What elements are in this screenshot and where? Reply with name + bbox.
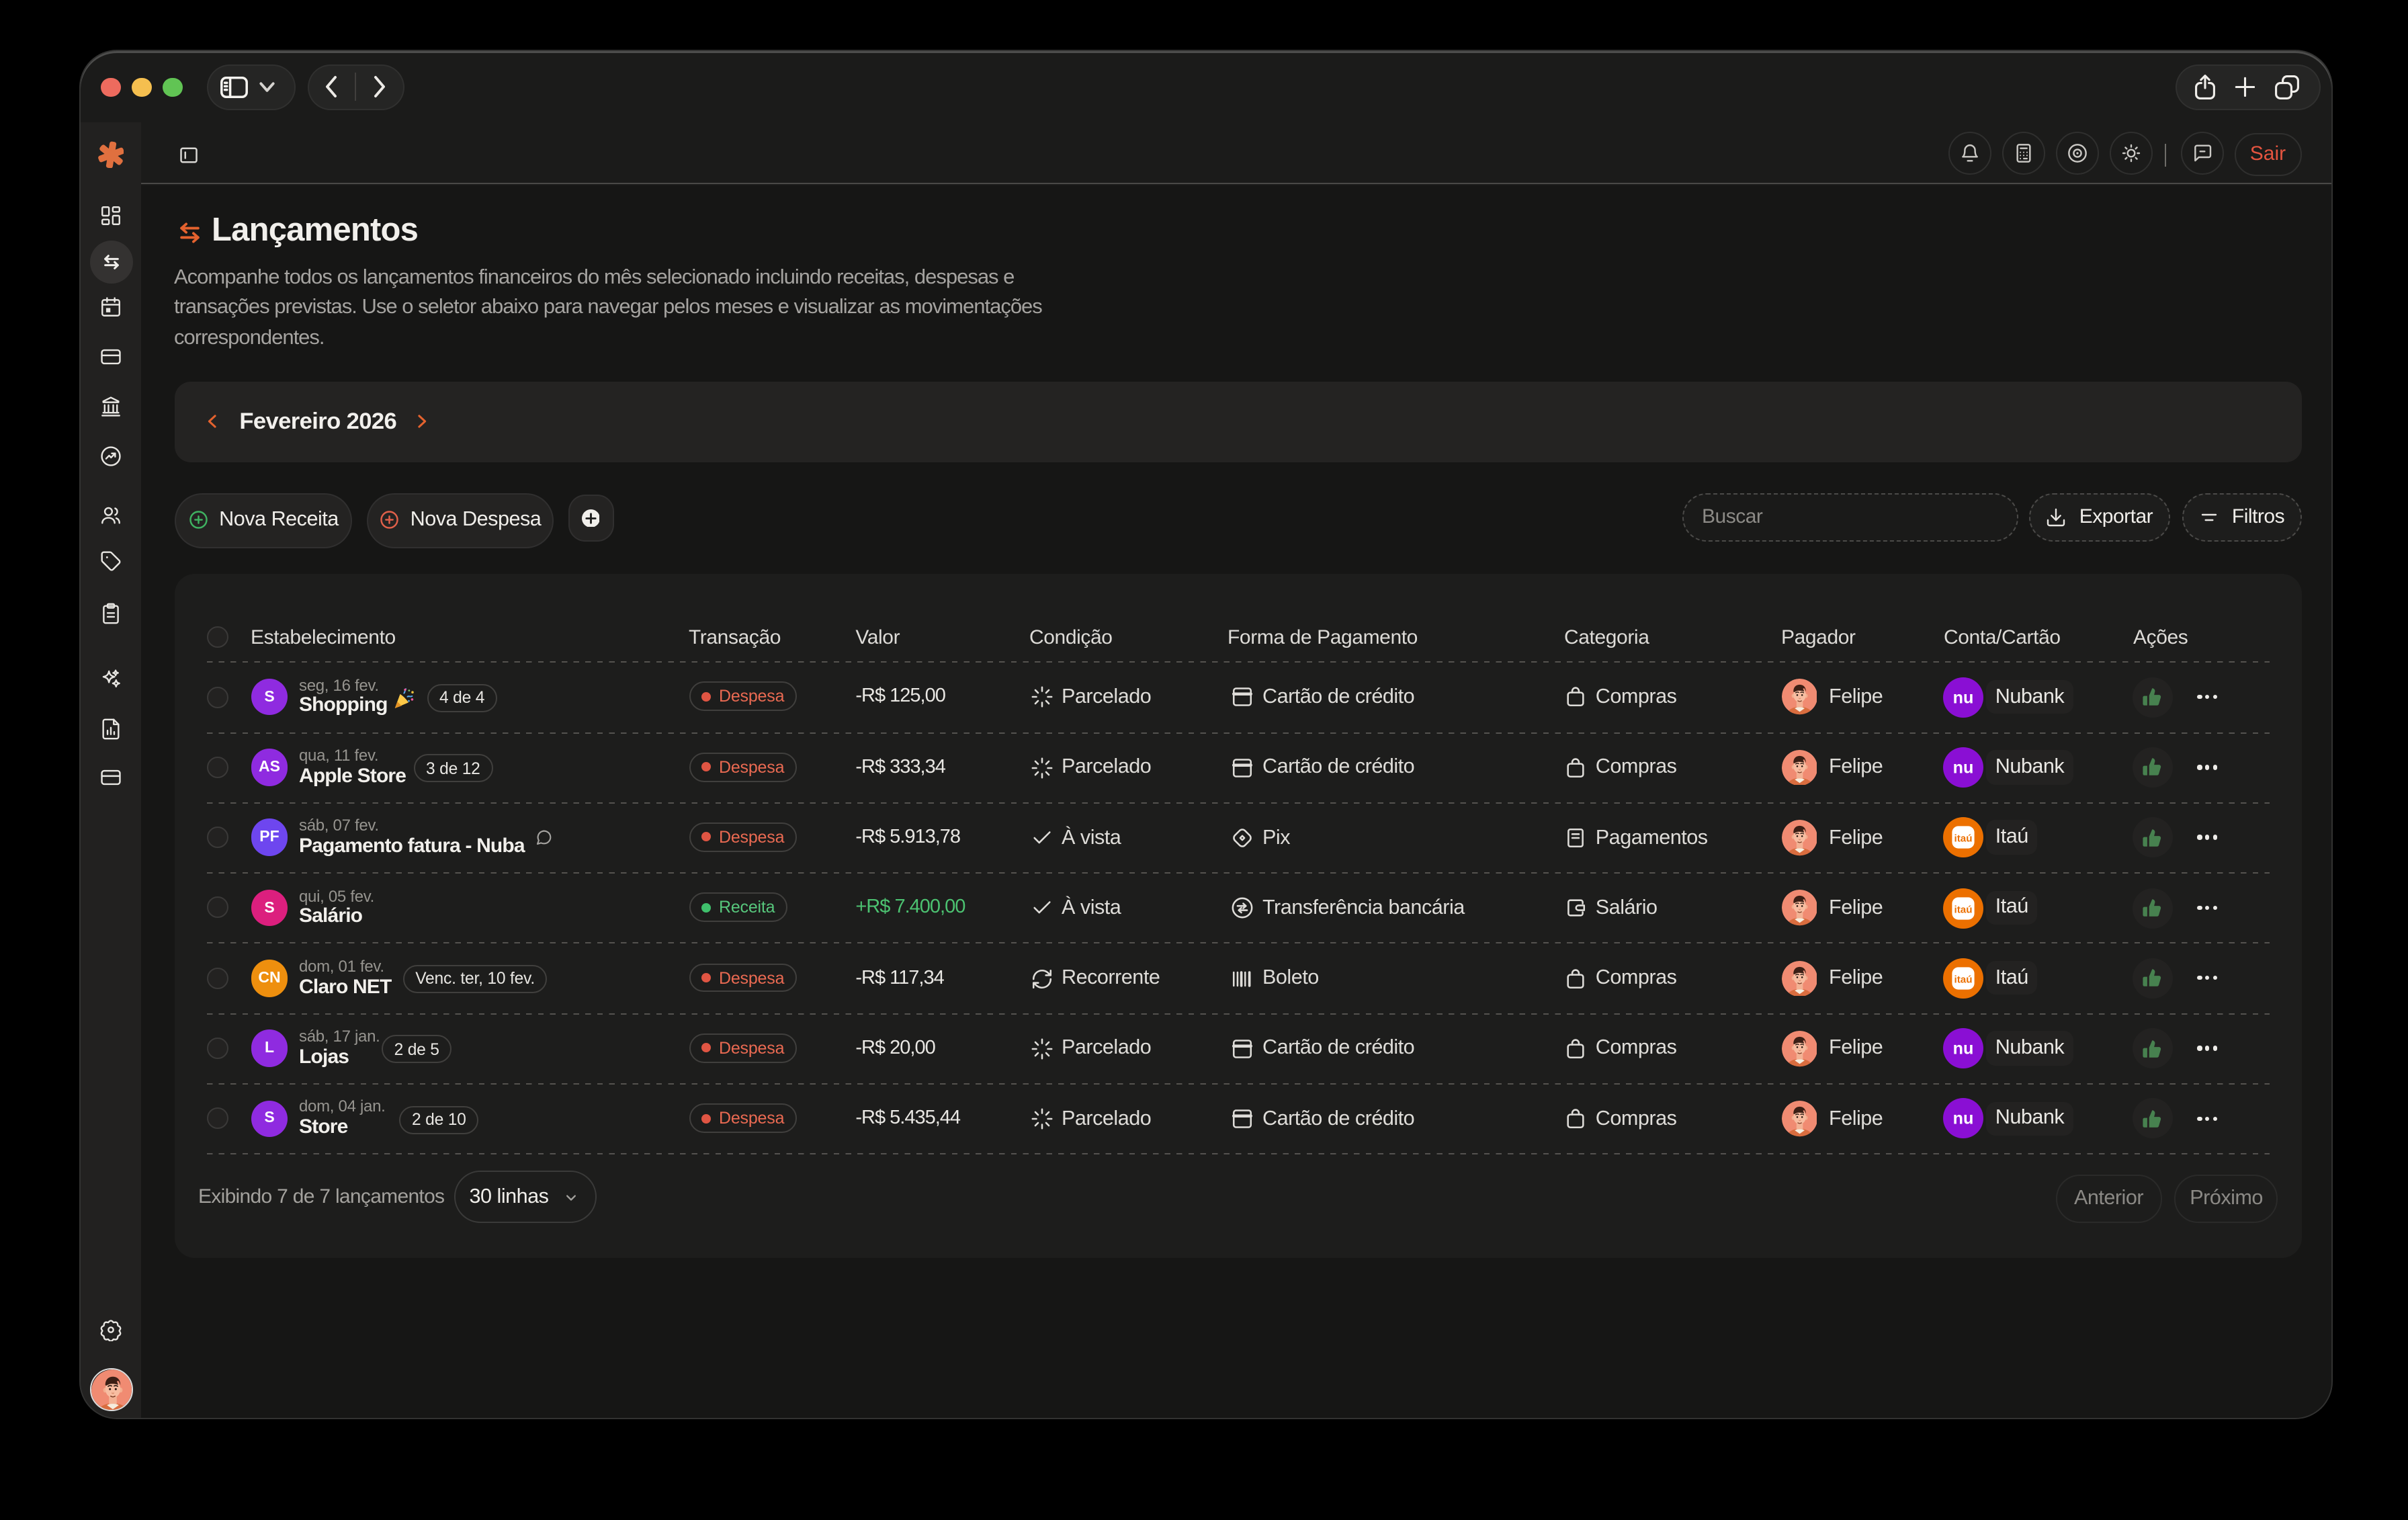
svg-text:nu: nu	[1953, 759, 1974, 777]
svg-text:nu: nu	[1953, 1040, 1974, 1058]
svg-text:itaú: itaú	[1954, 904, 1973, 915]
svg-text:itaú: itaú	[1954, 833, 1973, 845]
svg-text:nu: nu	[1953, 688, 1974, 707]
svg-text:nu: nu	[1953, 1110, 1974, 1129]
svg-text:itaú: itaú	[1954, 974, 1973, 985]
